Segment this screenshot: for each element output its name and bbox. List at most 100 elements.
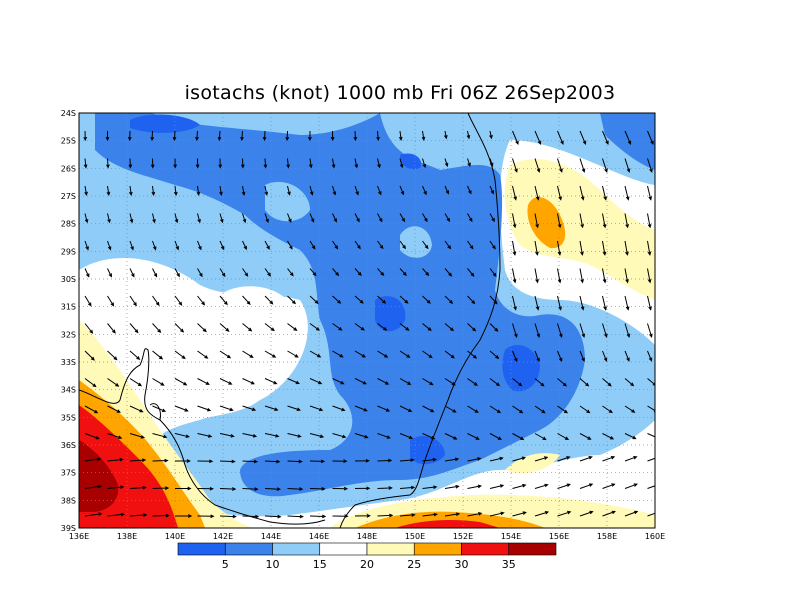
wind-vector (217, 130, 222, 142)
wind-vector (332, 240, 339, 250)
wind-vector (84, 323, 94, 334)
wind-vector (579, 456, 593, 462)
latitude-label: 30S (61, 275, 76, 284)
wind-vectors (83, 130, 655, 519)
wind-vector (399, 240, 406, 250)
wind-vector (264, 268, 271, 277)
wind-vector (647, 433, 655, 439)
wind-vector (602, 213, 607, 229)
longitude-label: 140E (165, 532, 185, 541)
wind-vector (444, 484, 460, 489)
wind-vector (354, 213, 360, 223)
wind-vector (602, 240, 607, 256)
wind-vector (512, 511, 527, 517)
wind-vector (444, 378, 456, 386)
wind-vector (242, 268, 249, 277)
longitude-label: 138E (117, 532, 137, 541)
colorbar: 5 10 15 20 25 30 35 (177, 542, 557, 571)
wind-vector (197, 323, 207, 333)
wind-vector (579, 510, 594, 517)
wind-vector (534, 158, 541, 173)
wind-vector (399, 485, 416, 490)
wind-vector (287, 323, 298, 331)
wind-vector (489, 456, 504, 462)
wind-vector (264, 213, 269, 224)
wind-vector (240, 158, 245, 169)
wind-vector (219, 350, 232, 359)
wind-vector (332, 323, 343, 331)
wind-vector (287, 487, 304, 491)
wind-vector (512, 158, 518, 173)
wind-vector (332, 185, 337, 196)
longitude-label: 154E (501, 532, 521, 541)
wind-vector (422, 240, 429, 250)
wind-vector (534, 456, 549, 462)
wind-vector (557, 350, 563, 363)
wind-vector (579, 213, 584, 229)
wind-vector (174, 350, 186, 360)
wind-vector (151, 185, 156, 197)
wind-vector (330, 130, 335, 142)
latitude-label: 27S (61, 192, 76, 201)
wind-vector (399, 268, 407, 277)
wind-vector (287, 295, 297, 305)
wind-vector (534, 213, 539, 229)
wind-vector (332, 350, 344, 358)
wind-vector (128, 185, 133, 197)
wind-vector (579, 295, 585, 311)
wind-vector (557, 483, 572, 489)
wind-vector (219, 185, 223, 197)
wind-vector (467, 378, 478, 386)
wind-vector (647, 512, 655, 517)
wind-vector (512, 268, 517, 284)
wind-vector (309, 459, 326, 464)
wind-vector (332, 405, 346, 412)
latitude-label: 26S (61, 164, 76, 173)
wind-vector (219, 213, 224, 224)
wind-vector (219, 323, 230, 332)
wind-vector (242, 213, 247, 224)
wind-vector (557, 213, 562, 229)
wind-vector (152, 378, 165, 386)
wind-vector (579, 350, 585, 362)
wind-vector (309, 405, 324, 412)
wind-vector (354, 513, 371, 518)
wind-vector (489, 185, 494, 195)
wind-vector (489, 323, 499, 332)
wind-vector (444, 268, 453, 277)
latitude-label: 29S (61, 247, 76, 256)
wind-vector (602, 350, 608, 363)
wind-vector (512, 350, 518, 363)
wind-vector (377, 433, 391, 439)
wind-vector (377, 378, 390, 385)
wind-vector (129, 458, 147, 463)
wind-vector (579, 185, 585, 201)
wind-vector (557, 295, 562, 311)
wind-vector (152, 350, 164, 360)
wind-vector (512, 295, 517, 311)
wind-vector (107, 457, 124, 462)
wind-vector (354, 459, 370, 463)
wind-vector (309, 185, 314, 196)
wind-vector (489, 405, 502, 414)
wind-vector (264, 350, 277, 358)
latitude-labels: 24S 25S 26S 27S 28S 29S 30S 31S 32S 33S 34S 35S 36S 3… (61, 109, 76, 533)
wind-vector (354, 295, 364, 304)
wind-vector (534, 378, 545, 387)
wind-vector (489, 130, 493, 140)
wind-vector (579, 240, 584, 256)
wind-vector (309, 240, 316, 250)
wind-vector (129, 213, 134, 224)
wind-vector (624, 350, 630, 362)
wind-vector (128, 158, 133, 169)
wind-vector (287, 405, 302, 411)
wind-vector (152, 240, 157, 251)
wind-vector (422, 350, 433, 359)
latitude-label: 35S (61, 413, 76, 422)
wind-vector (219, 433, 235, 438)
colorbar-swatch (366, 542, 415, 556)
wind-vector (534, 295, 540, 311)
wind-vector (332, 459, 348, 463)
wind-vector (241, 185, 246, 197)
wind-vector (647, 213, 652, 229)
